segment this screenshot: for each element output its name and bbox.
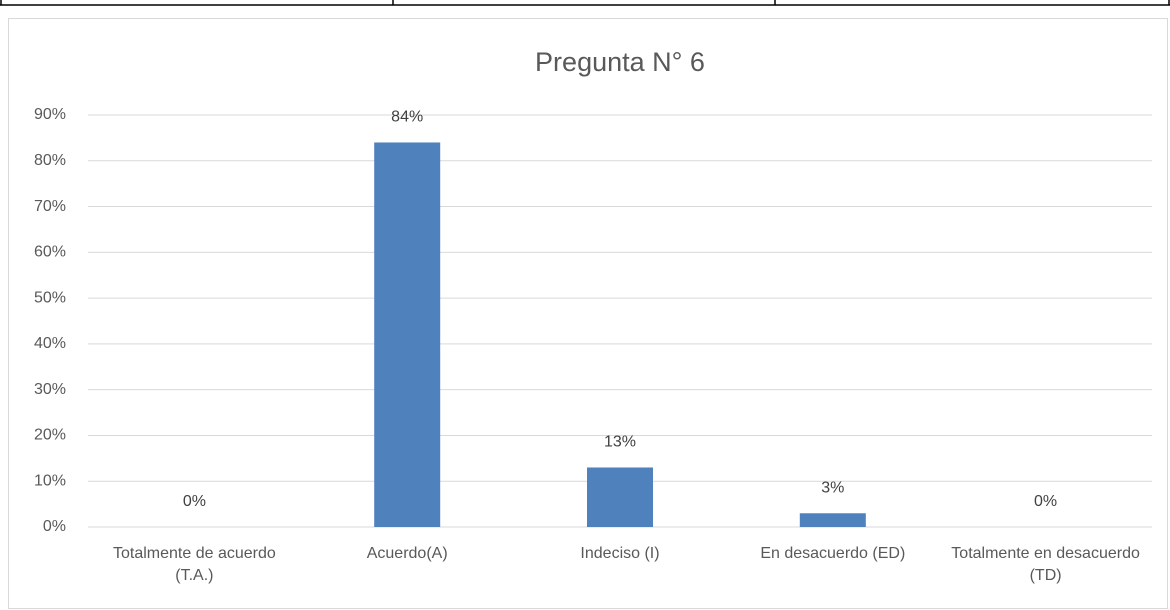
bar <box>374 142 441 527</box>
value-label: 0% <box>1034 493 1057 510</box>
y-tick-label: 30% <box>34 381 66 398</box>
table-edge <box>0 0 1170 6</box>
y-tick-label: 0% <box>43 518 66 535</box>
y-tick-label: 70% <box>34 198 66 215</box>
chart-title: Pregunta N° 6 <box>535 47 705 77</box>
x-tick-label: Totalmente en desacuerdo (TD) <box>951 545 1140 584</box>
value-label: 13% <box>604 434 636 451</box>
y-tick-label: 20% <box>34 427 66 444</box>
x-tick-label: Totalmente de acuerdo (T.A.) <box>113 545 276 584</box>
value-label: 0% <box>183 493 206 510</box>
y-tick-label: 90% <box>34 106 66 123</box>
x-tick-label: Indeciso (I) <box>580 545 660 562</box>
y-tick-label: 40% <box>34 335 66 352</box>
y-tick-label: 80% <box>34 152 66 169</box>
x-tick-label: Acuerdo(A) <box>366 545 448 562</box>
y-tick-label: 60% <box>34 244 66 261</box>
y-tick-label: 50% <box>34 289 66 306</box>
bar <box>799 513 866 527</box>
value-label: 3% <box>821 479 844 496</box>
y-tick-label: 10% <box>34 472 66 489</box>
value-label: 84% <box>391 109 423 126</box>
bar <box>587 467 653 527</box>
x-tick-label: En desacuerdo (ED) <box>760 545 906 562</box>
